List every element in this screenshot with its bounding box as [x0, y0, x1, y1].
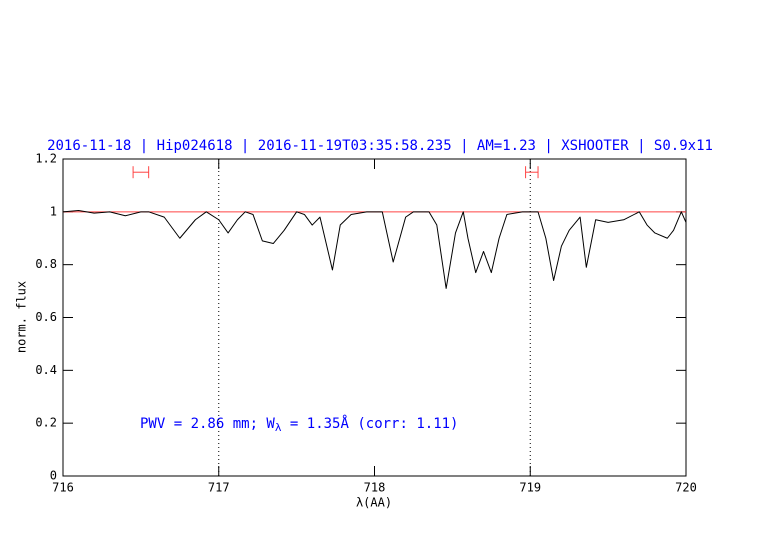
- annotation-text: = 1.35Å (corr: 1.11): [281, 415, 458, 432]
- y-tick-label: 0.6: [35, 310, 57, 324]
- y-tick-label: 0.4: [35, 363, 57, 377]
- x-axis-label: λ(AA): [356, 496, 392, 510]
- chart-title: 2016-11-18 | Hip024618 | 2016-11-19T03:3…: [47, 138, 713, 154]
- y-axis-label: norm. flux: [15, 281, 29, 353]
- annotation: PWV = 2.86 mm; Wλ = 1.35Å (corr: 1.11): [140, 415, 459, 434]
- y-tick-label: 1.2: [35, 152, 57, 166]
- annotation-subscript: λ: [275, 421, 282, 434]
- x-tick-label: 717: [208, 481, 230, 495]
- y-tick-label: 0: [50, 469, 57, 483]
- interval: [525, 166, 539, 179]
- interval: [132, 166, 150, 179]
- x-tick-label: 720: [675, 481, 697, 495]
- x-tick-label: 719: [519, 481, 541, 495]
- annotation-text: PWV = 2.86 mm; W: [140, 416, 275, 432]
- y-tick-label: 0.2: [35, 416, 57, 430]
- y-tick-label: 0.8: [35, 257, 57, 271]
- y-tick-label: 1: [50, 204, 57, 218]
- spectrum-line: [62, 210, 687, 289]
- x-tick-label: 716: [52, 481, 74, 495]
- x-tick-label: 718: [364, 481, 386, 495]
